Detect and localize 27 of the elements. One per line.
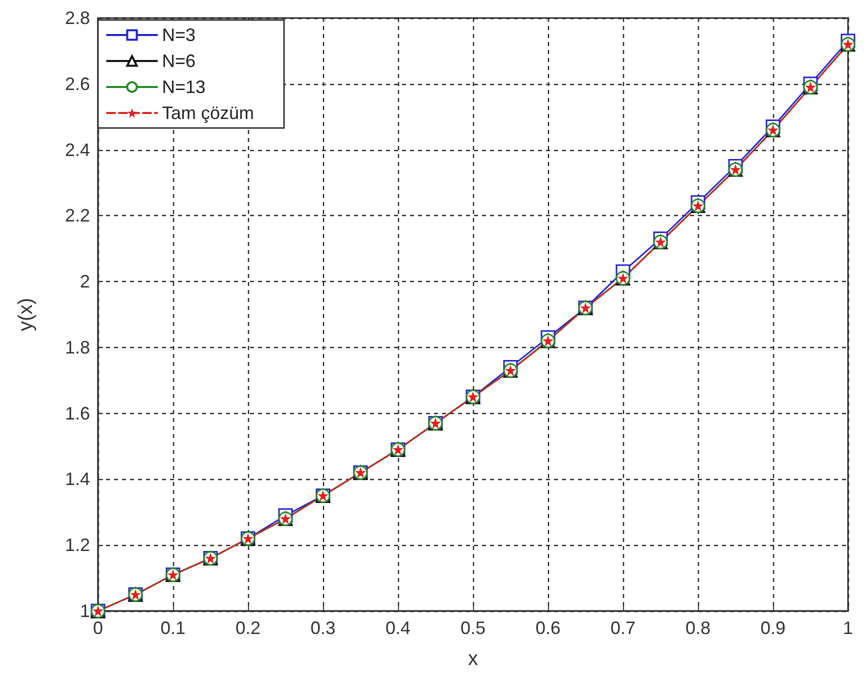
- legend-label: Tam çözüm: [162, 103, 254, 123]
- y-tick-label: 2.6: [64, 74, 90, 94]
- y-tick-label: 1.2: [64, 535, 90, 556]
- y-axis-title: y(x): [15, 298, 37, 332]
- x-tick-label: 0.8: [685, 618, 711, 638]
- y-tick-label: 2.2: [64, 206, 90, 226]
- legend-label: N=13: [162, 77, 206, 97]
- x-tick-label: 0.2: [235, 618, 261, 638]
- x-tick-label: 0.7: [610, 618, 636, 638]
- x-tick-label: 0.6: [535, 618, 561, 638]
- x-tick-label: 0.4: [385, 618, 411, 638]
- legend-label: N=3: [162, 25, 196, 45]
- y-tick-label: 2.4: [64, 140, 90, 160]
- x-axis-title: x: [468, 648, 478, 670]
- y-tick-label: 1.6: [64, 403, 90, 424]
- x-tick-label: 0.1: [160, 618, 186, 638]
- legend-label: N=6: [162, 51, 196, 71]
- x-tick-label: 0: [92, 618, 104, 638]
- x-tick-label: 0.9: [760, 618, 786, 638]
- y-tick-label: 1: [80, 601, 90, 621]
- y-tick-label: 2: [80, 272, 90, 292]
- x-tick-label: 0.5: [460, 618, 486, 638]
- y-tick-label: 2.8: [64, 8, 90, 28]
- x-tick-label: 0.3: [310, 618, 336, 638]
- y-tick-label: 1.4: [64, 469, 90, 490]
- x-tick-label: 1: [842, 618, 853, 638]
- y-tick-label: 1.8: [64, 337, 90, 358]
